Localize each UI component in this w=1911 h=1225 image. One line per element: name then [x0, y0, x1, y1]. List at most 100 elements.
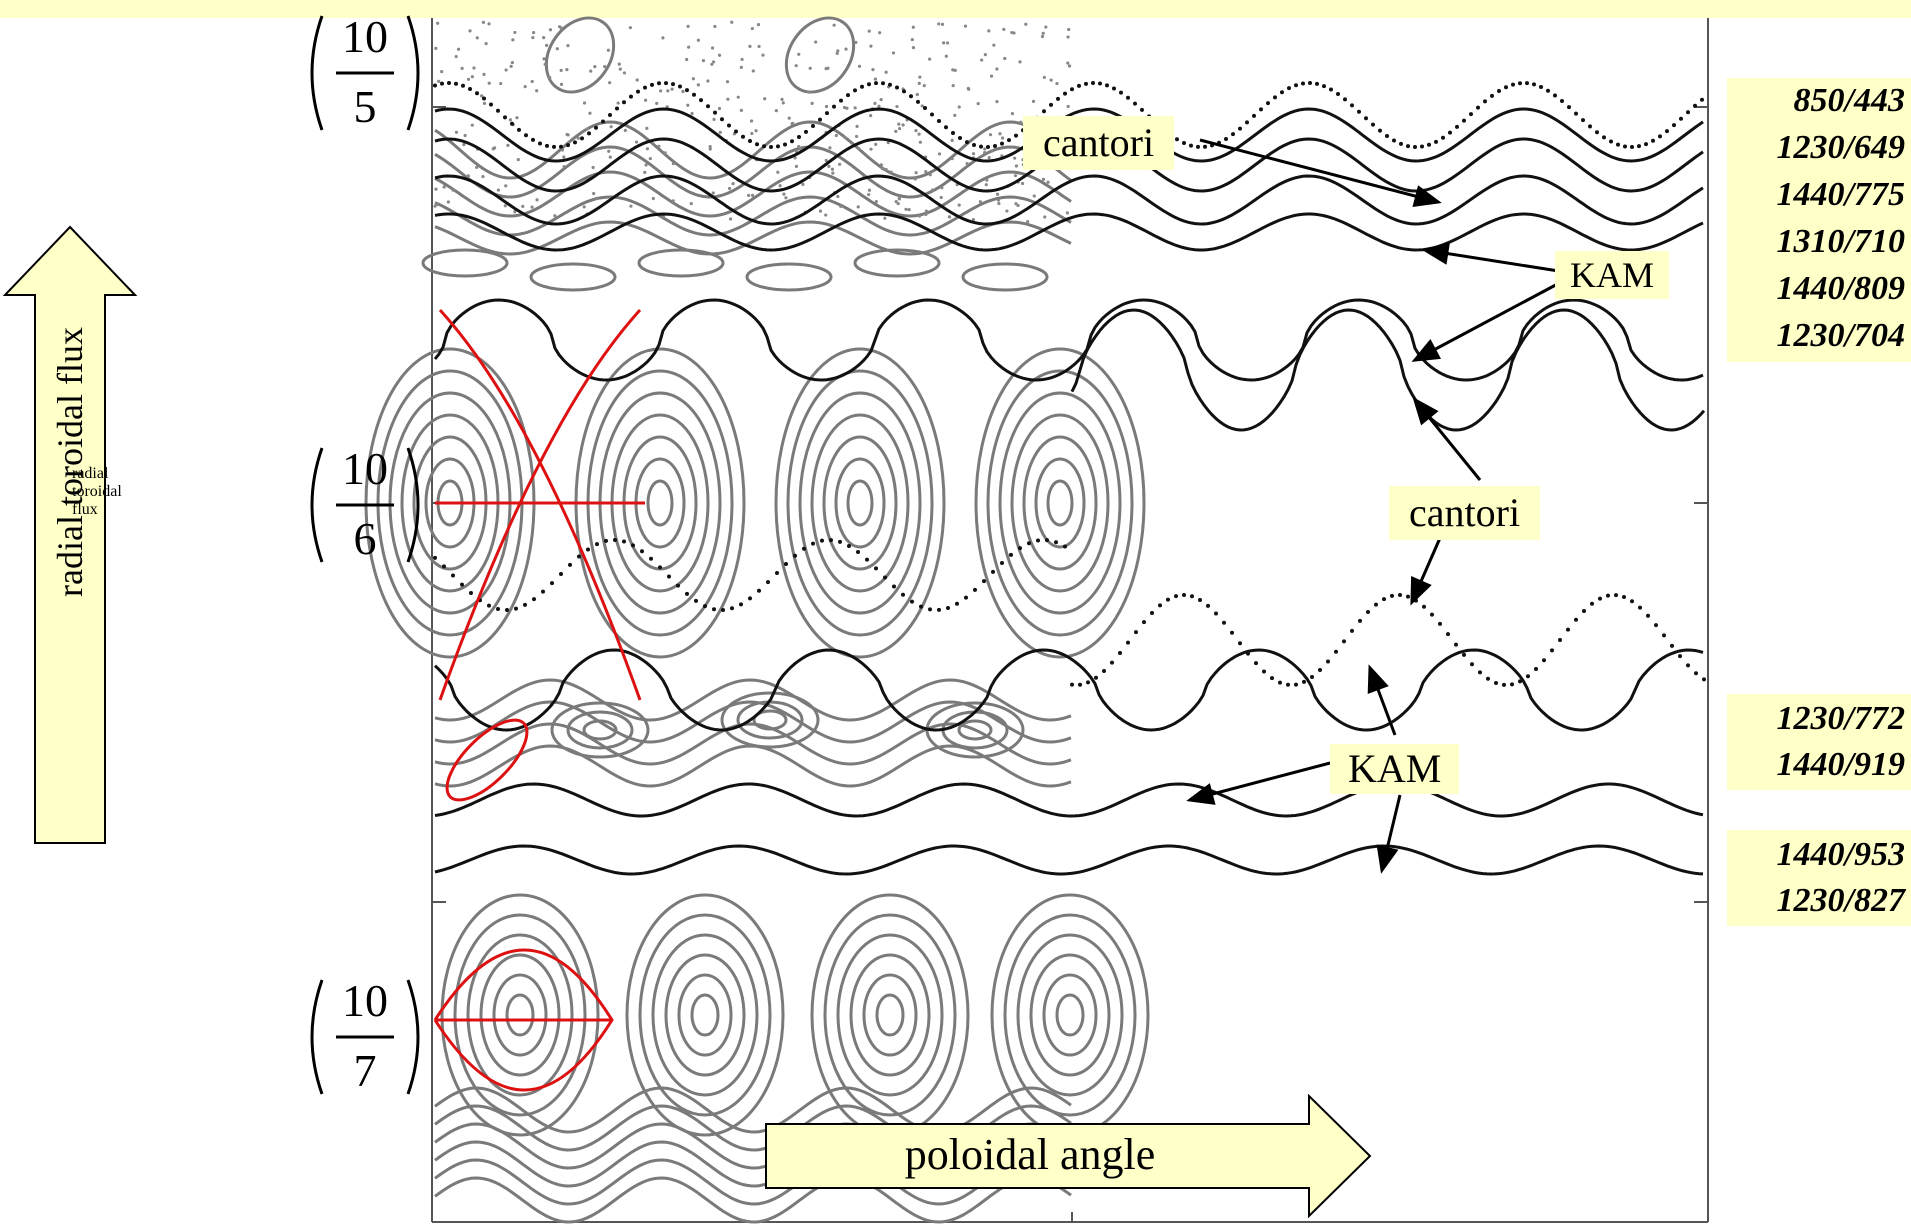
cantorus-point	[586, 547, 590, 552]
cantorus-point	[1246, 651, 1250, 656]
chaos-dot	[947, 215, 952, 219]
cantorus-point	[888, 82, 892, 87]
chaos-dot	[535, 198, 539, 202]
chaos-dot	[928, 173, 932, 177]
cantorus-point	[1590, 601, 1594, 606]
chaos-dot	[763, 97, 767, 101]
chaos-dot	[690, 111, 694, 116]
cantorus-point	[636, 89, 640, 94]
cantorus-point	[1598, 596, 1602, 601]
cantorus-point	[1098, 81, 1102, 86]
cantorus-point	[1077, 83, 1081, 88]
chaos-dot	[516, 157, 520, 162]
chaos-dot	[845, 106, 849, 110]
cantorus-point	[1350, 103, 1354, 108]
chaos-dot	[608, 155, 612, 159]
cantorus-point	[783, 142, 787, 147]
cantorus-point	[1398, 593, 1402, 598]
top-band	[0, 0, 1911, 18]
chaos-dot	[462, 143, 466, 147]
island-contour	[625, 893, 785, 1137]
cantorus-point	[1140, 107, 1144, 112]
chaos-dot	[1067, 27, 1071, 32]
chaos-dot	[897, 122, 901, 126]
chaos-dot	[480, 94, 484, 98]
cantorus-point	[1018, 546, 1022, 551]
chaos-dot	[877, 104, 881, 108]
kam-surface	[434, 782, 1704, 818]
chaos-dot	[884, 168, 888, 172]
chaos-dot	[844, 47, 848, 51]
ratio-label: 1230/704	[1776, 317, 1905, 354]
arrow-head-icon	[1421, 242, 1450, 265]
cantorus-point	[1374, 602, 1378, 607]
cantorus-point	[1118, 650, 1122, 655]
chaos-dot	[513, 210, 517, 214]
cantorus-point	[739, 602, 743, 607]
chaos-dot	[544, 43, 549, 47]
chaos-dot	[918, 75, 922, 79]
chaos-dot	[1040, 34, 1045, 39]
island-contour	[1034, 457, 1086, 549]
cantorus-point	[1558, 638, 1562, 642]
cantorus-point	[937, 119, 941, 124]
cantorus-point	[514, 606, 518, 611]
kam-surface	[434, 212, 1704, 252]
chaos-dot	[801, 182, 805, 186]
chaos-dot	[1044, 25, 1048, 29]
chaos-dot	[623, 128, 627, 132]
cantorus-point	[902, 89, 906, 94]
cantorus-point	[1342, 639, 1346, 644]
chaos-dot	[562, 155, 566, 159]
small-island	[566, 710, 634, 750]
chaos-dot	[824, 104, 829, 109]
cantorus-point	[1086, 680, 1090, 685]
cantorus-point	[1702, 677, 1706, 682]
arrow-line	[1199, 138, 1439, 204]
chaos-dot	[1024, 22, 1028, 26]
chaos-dot	[487, 22, 491, 26]
island-contour	[1046, 479, 1074, 527]
cantorus-point	[1654, 623, 1658, 628]
chaos-dot	[466, 77, 471, 81]
chaos-dot	[873, 101, 877, 105]
red-island	[433, 948, 614, 1092]
chaos-dot	[460, 66, 464, 70]
y-tick-num: 10	[342, 11, 388, 62]
cantorus-point	[919, 604, 923, 609]
cantorus-point	[1230, 630, 1234, 635]
chaos-dot	[712, 60, 716, 64]
cantorus-point	[1042, 109, 1046, 114]
chaos-dot	[750, 193, 755, 197]
cantorus-point	[1622, 595, 1626, 600]
cantorus-point	[1494, 680, 1498, 685]
chaos-dot	[939, 195, 943, 200]
cantorus-point	[1422, 604, 1426, 609]
chaos-dot	[984, 183, 988, 187]
cantorus-point	[1119, 90, 1123, 95]
paren-icon	[310, 447, 420, 563]
cantorus-point	[937, 607, 941, 612]
island-contour	[466, 933, 574, 1097]
chaos-dot	[950, 157, 954, 161]
cantorus-point	[657, 81, 661, 86]
cantorus-point	[1286, 682, 1290, 687]
chaos-dot	[718, 130, 722, 134]
cantorus-point	[1427, 142, 1431, 147]
cantorus-point	[979, 144, 983, 149]
chaos-dot	[1065, 211, 1069, 215]
small-island	[853, 248, 941, 278]
cantorus-point	[594, 125, 598, 130]
y-tick-10-7: 10 7	[300, 972, 430, 1102]
island-contour	[440, 893, 600, 1137]
y-tick-10-5: 10 5	[300, 8, 430, 138]
kam-surface	[434, 844, 1704, 876]
cantorus-point	[1644, 142, 1648, 147]
chaos-dot	[967, 87, 971, 91]
cantorus-point	[622, 539, 626, 544]
cantorus-point	[1266, 101, 1270, 106]
cantorus-point	[601, 119, 605, 124]
chaos-dot	[689, 202, 693, 206]
chaos-dot	[736, 95, 740, 99]
cantorus-point	[951, 131, 955, 136]
